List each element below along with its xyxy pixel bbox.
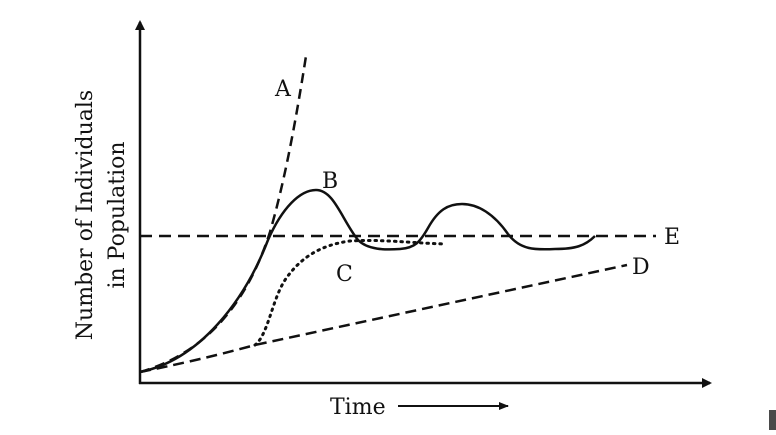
y-axis-label-line2: in Population [105, 141, 130, 288]
curve-e: E [140, 225, 680, 250]
x-axis-label-group: Time [330, 395, 509, 420]
curve-b-line [139, 188, 596, 374]
scrollbar-fragment [769, 410, 776, 430]
curve-d-label: D [632, 255, 650, 280]
curve-c-label: C [336, 262, 353, 287]
x-axis-label: Time [330, 395, 386, 420]
curve-b-label: B [322, 169, 338, 194]
y-axis-label: Number of Individuals in Population [73, 90, 130, 340]
curve-c-line [253, 238, 448, 347]
curve-e-label: E [664, 225, 680, 250]
curve-c: C [253, 238, 448, 347]
curve-d-line [139, 263, 628, 374]
y-axis-label-line1: Number of Individuals [73, 90, 98, 340]
curve-a-label: A [274, 77, 292, 102]
curve-b: B [139, 169, 596, 374]
curve-d: D [139, 255, 650, 374]
axes [135, 20, 712, 388]
